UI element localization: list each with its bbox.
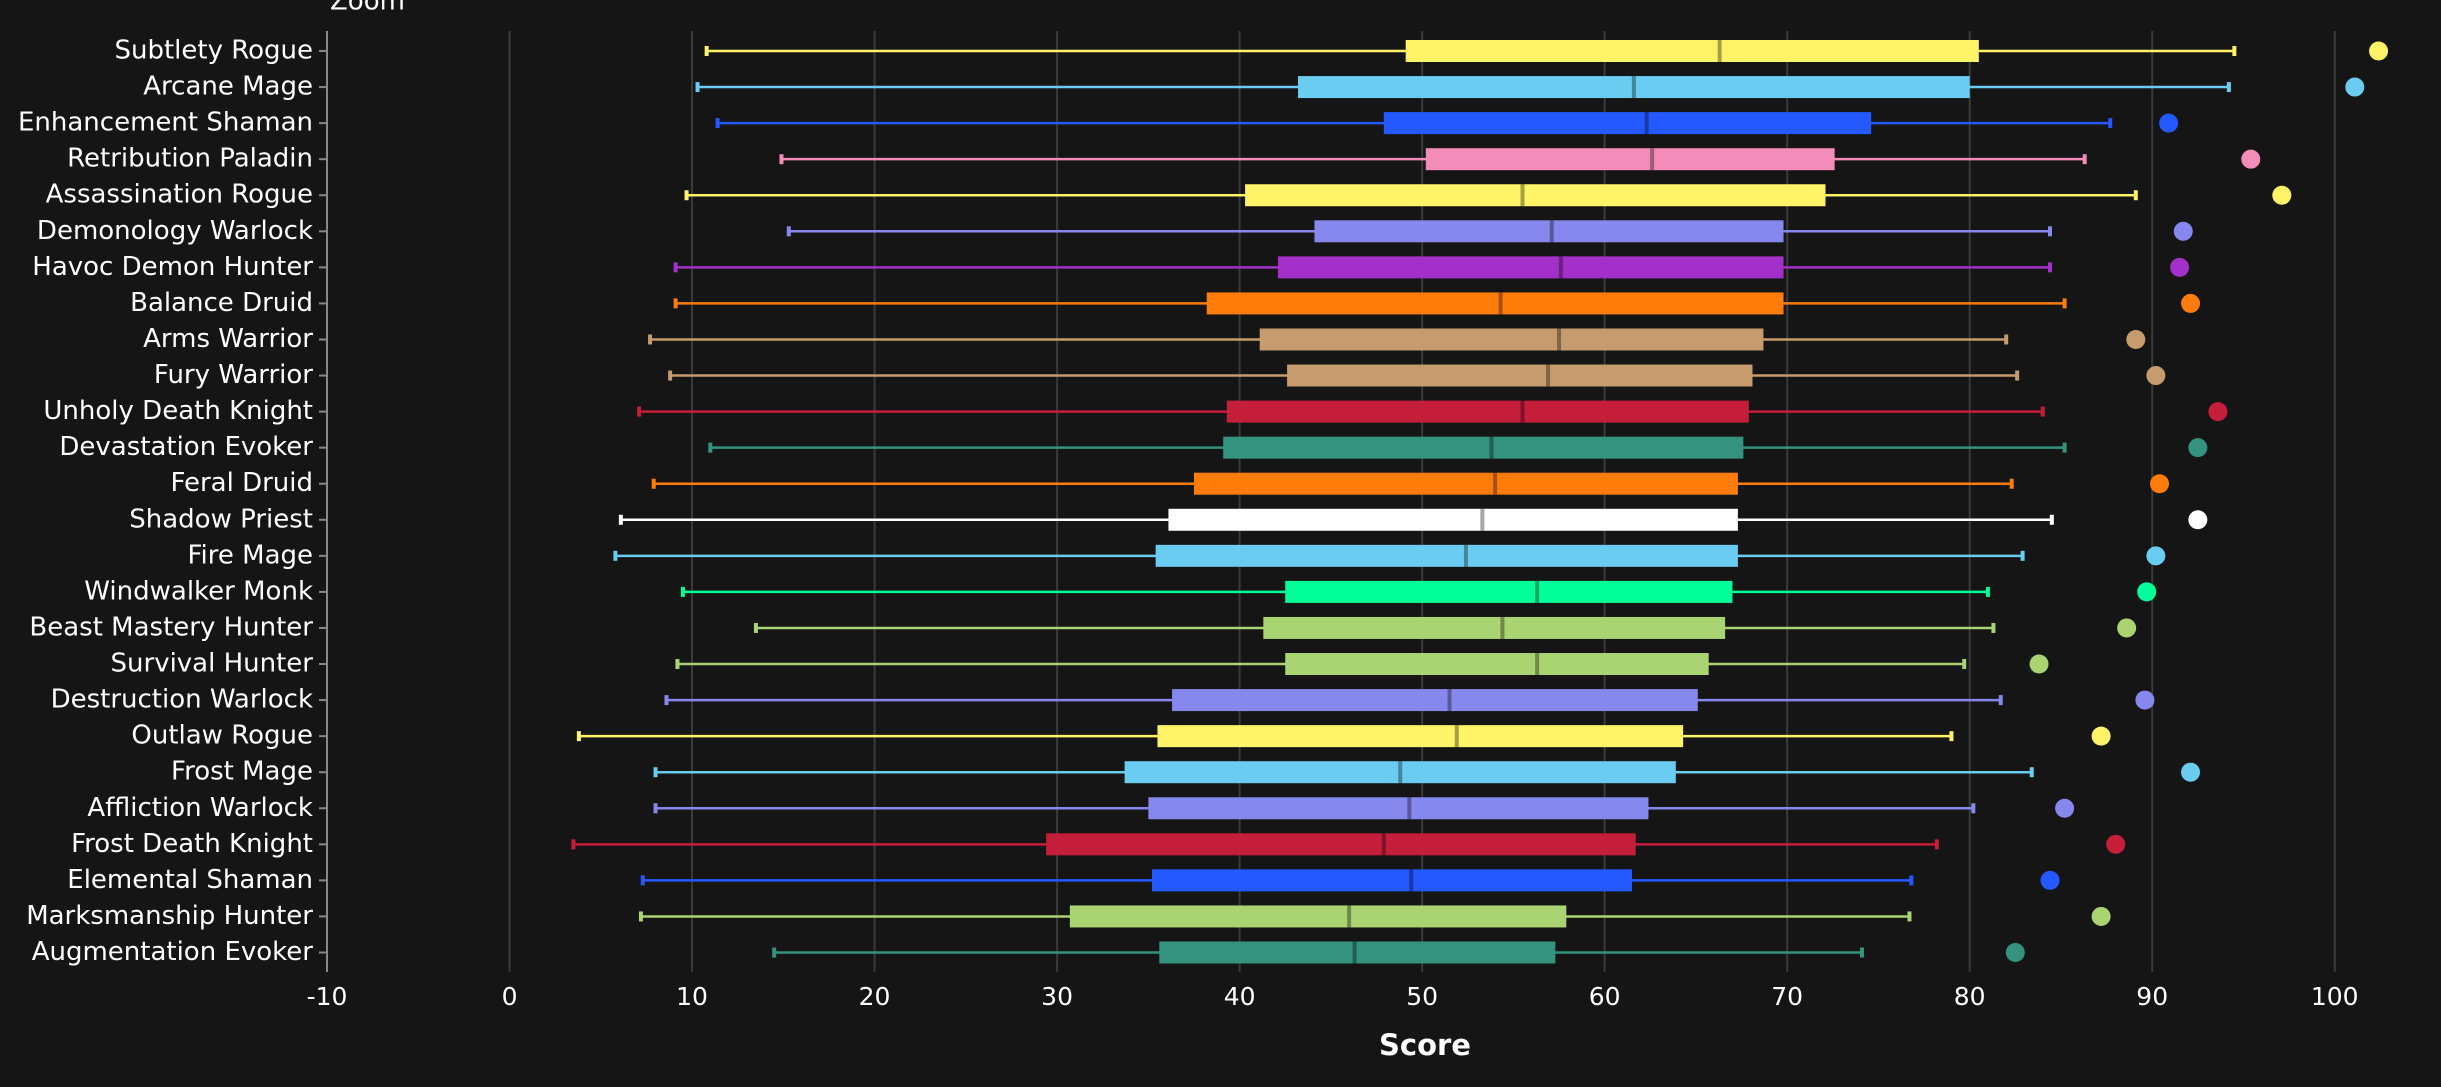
category-label: Assassination Rogue [46,180,313,210]
zoom-label[interactable]: Zoom [330,0,405,17]
box [1245,184,1826,207]
point [2188,510,2208,530]
box [1206,292,1784,315]
category-label: Enhancement Shaman [18,108,313,138]
point [2150,474,2170,494]
category-label: Survival Hunter [111,649,314,679]
point [2137,582,2157,602]
box [1285,580,1733,603]
point [2170,257,2190,277]
category-label: Shadow Priest [129,504,313,534]
box [1069,905,1567,928]
point [2208,402,2228,422]
point [2135,690,2155,710]
point [2272,185,2292,205]
x-tick-label: 10 [676,982,708,1011]
box [1226,400,1749,423]
category-label: Affliction Warlock [87,793,313,823]
point [2146,546,2166,566]
point [2055,798,2075,818]
x-tick-label: 70 [1771,982,1803,1011]
point [2117,618,2137,638]
category-label: Frost Death Knight [71,829,313,859]
category-label: Feral Druid [170,468,313,498]
box [1263,616,1726,639]
box [1159,941,1556,964]
category-label: Retribution Paladin [67,144,313,174]
x-tick-label: 40 [1224,982,1256,1011]
point [2173,221,2193,241]
point [2345,77,2365,97]
category-label: Augmentation Evoker [32,937,314,967]
category-label: Marksmanship Hunter [26,901,313,931]
point [2181,762,2201,782]
box [1168,508,1738,531]
box [1155,544,1738,567]
x-tick-label: 100 [2311,982,2359,1011]
point [2040,870,2060,890]
x-tick-label: 90 [2136,982,2168,1011]
point [2091,906,2111,926]
point [2241,149,2261,169]
box [1314,220,1784,243]
category-label: Arms Warrior [143,324,313,354]
box [1124,761,1676,784]
x-tick-label: 20 [859,982,891,1011]
category-label: Destruction Warlock [51,685,313,715]
point [2369,41,2389,61]
category-label: Fury Warrior [154,360,313,390]
point [2159,113,2179,133]
x-tick-label: -10 [307,982,348,1011]
category-label: Havoc Demon Hunter [32,252,313,282]
box [1172,689,1698,712]
category-label: Frost Mage [171,757,313,787]
box [1287,364,1753,387]
x-tick-label: 0 [502,982,518,1011]
point [2029,654,2049,674]
x-tick-label: 80 [1954,982,1986,1011]
box [1383,112,1872,135]
category-label: Beast Mastery Hunter [29,612,313,642]
point [2005,943,2025,962]
box [1151,869,1633,892]
category-label: Windwalker Monk [84,576,313,606]
box [1193,472,1738,495]
category-label: Unholy Death Knight [43,396,313,426]
box [1259,328,1764,351]
point [2181,293,2201,313]
point [2126,329,2146,349]
point [2146,366,2166,386]
box [1285,653,1709,676]
box [1405,40,1979,62]
category-label: Demonology Warlock [37,216,313,246]
point [2188,438,2208,458]
box [1298,76,1970,99]
category-label: Balance Druid [130,288,313,318]
box [1277,256,1784,279]
category-label: Elemental Shaman [67,865,313,895]
category-label: Fire Mage [187,540,313,570]
point [2106,834,2126,854]
box [1223,436,1744,459]
box [1148,797,1649,820]
x-tick-label: 30 [1041,982,1073,1011]
category-label: Outlaw Rogue [131,721,313,751]
x-tick-label: 60 [1589,982,1621,1011]
point [2091,726,2111,746]
box [1157,725,1684,748]
x-tick-label: 50 [1406,982,1438,1011]
box [1046,833,1636,856]
category-label: Arcane Mage [143,72,313,102]
box [1425,148,1835,171]
category-label: Devastation Evoker [59,432,313,462]
x-axis-label: Score [1379,1028,1471,1062]
category-label: Subtlety Rogue [114,36,313,66]
